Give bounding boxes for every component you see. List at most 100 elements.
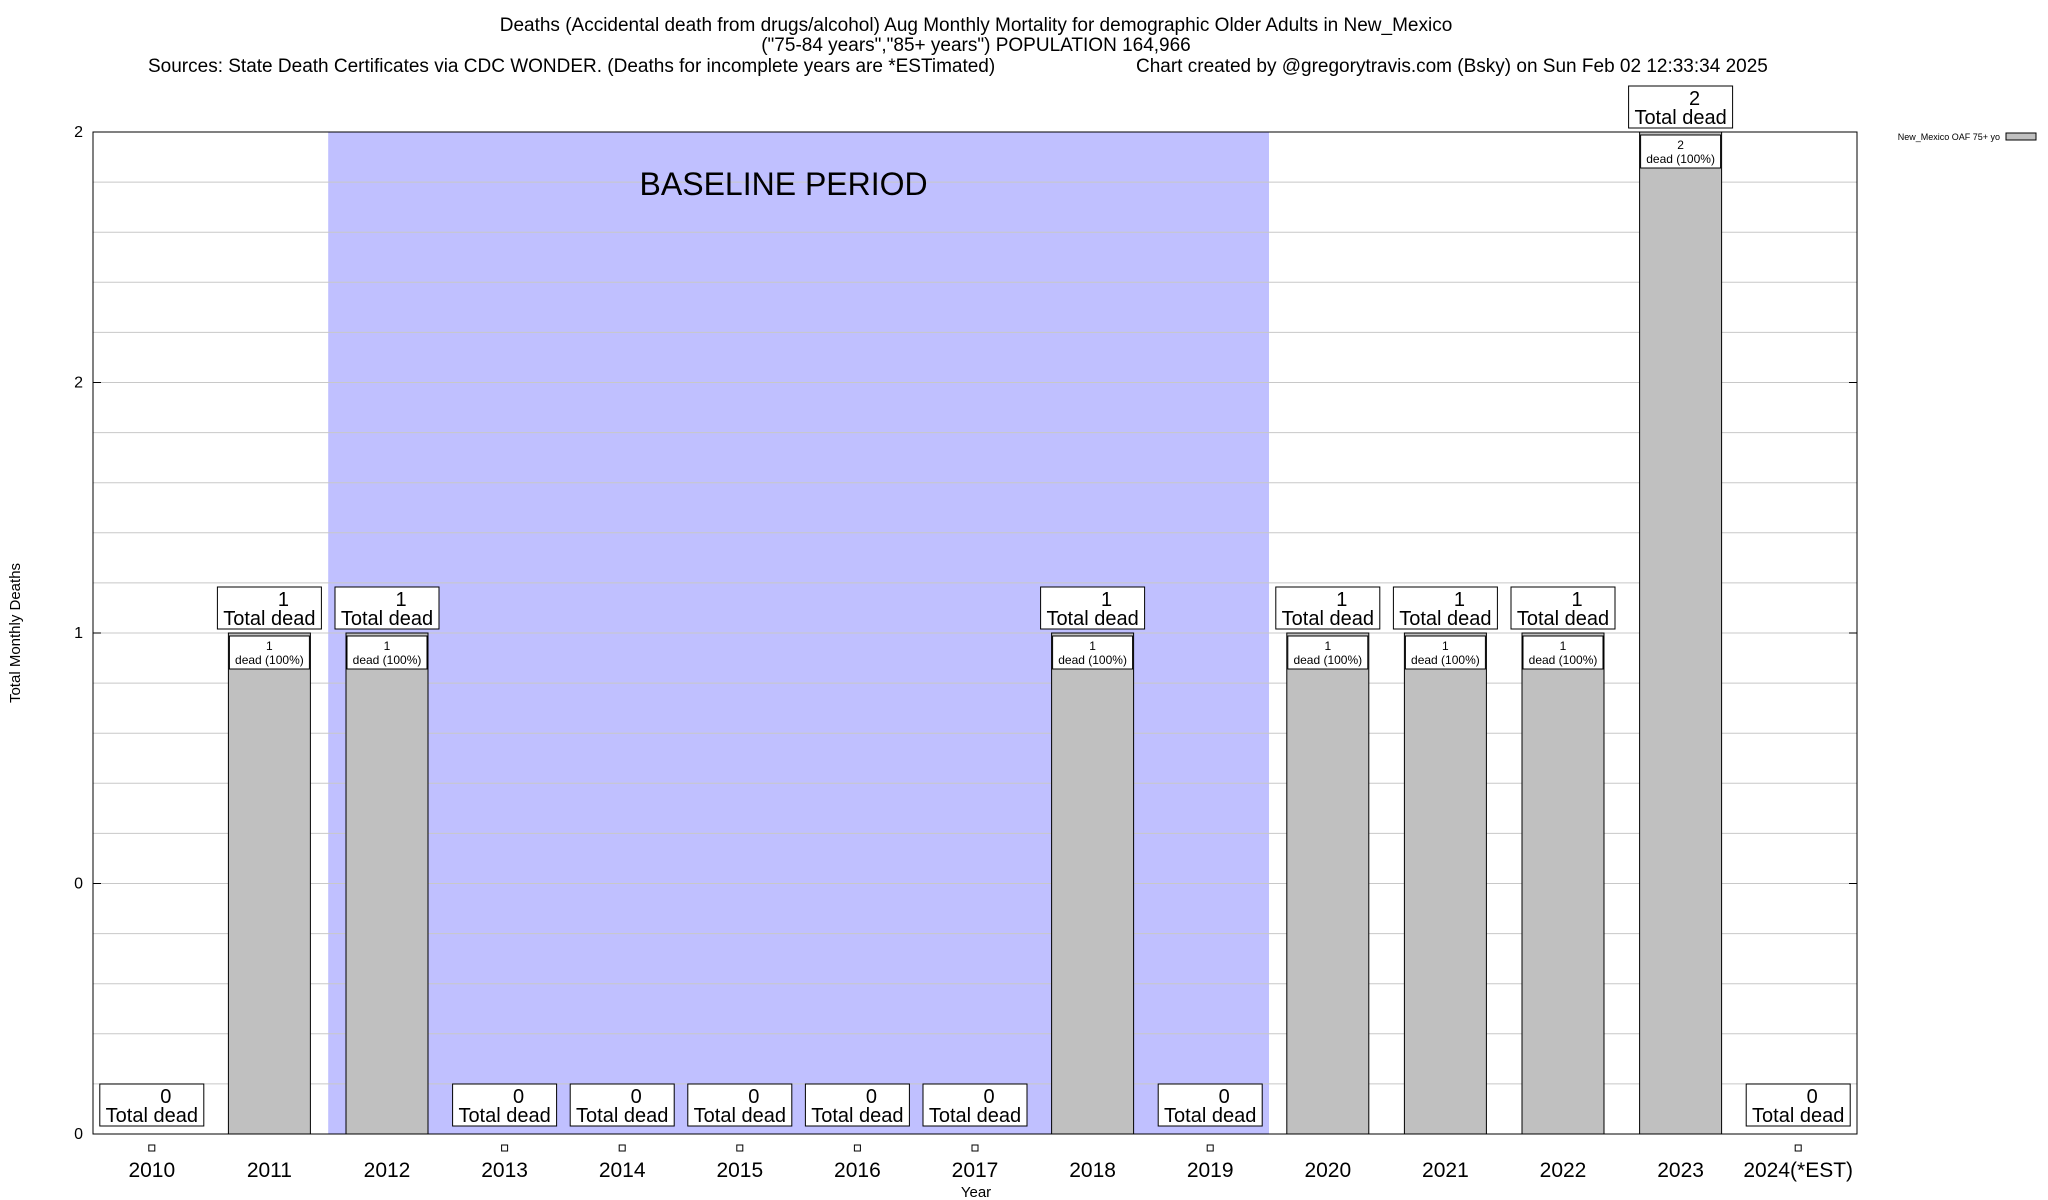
- total-value: 1: [1336, 589, 1347, 611]
- x-tick-label: 2011: [247, 1159, 292, 1182]
- x-tick-label: 2024(*EST): [1743, 1159, 1853, 1182]
- bar-inner-label: dead (100%): [1646, 152, 1715, 166]
- zero-marker: [736, 1144, 744, 1152]
- legend-swatch: [2005, 132, 2037, 141]
- total-value: 0: [748, 1086, 759, 1108]
- bar-inner-value: 1: [384, 639, 391, 653]
- bar-inner-label-box: [1522, 635, 1604, 670]
- total-label-box: [804, 1083, 910, 1127]
- bar-inner-label: dead (100%): [235, 653, 304, 667]
- y-tick-label: 0: [74, 876, 83, 893]
- bar-inner-value: 2: [1677, 138, 1684, 152]
- total-label: Total dead: [341, 608, 433, 630]
- total-label: Total dead: [811, 1105, 903, 1127]
- legend: New_Mexico OAF 75+ yo: [1898, 132, 2037, 142]
- bar: [1639, 131, 1723, 1135]
- bar: [1521, 632, 1605, 1135]
- total-label-box: [922, 1083, 1028, 1127]
- total-value: 1: [278, 589, 289, 611]
- total-value: 1: [1101, 589, 1112, 611]
- x-tick-label: 2016: [834, 1159, 881, 1182]
- chart-title: Deaths (Accidental death from drugs/alco…: [500, 15, 1453, 36]
- total-label: Total dead: [1517, 608, 1609, 630]
- y-tick-label: 1: [74, 625, 83, 642]
- y-tick-label: 2: [74, 124, 83, 141]
- y-tick-label: 2: [74, 375, 83, 392]
- bar-inner-value: 1: [1442, 639, 1449, 653]
- zero-marker: [853, 1144, 861, 1152]
- total-label: Total dead: [458, 1105, 550, 1127]
- x-tick-label: 2019: [1187, 1159, 1234, 1182]
- total-label-box: [1392, 586, 1498, 630]
- y-axis-title: Total Monthly Deaths: [7, 563, 24, 703]
- total-label: Total dead: [694, 1105, 786, 1127]
- bar-inner-value: 1: [1089, 639, 1096, 653]
- total-value: 1: [395, 589, 406, 611]
- total-label-box: [99, 1083, 205, 1127]
- total-label: Total dead: [223, 608, 315, 630]
- bar-inner-label-box: [1052, 635, 1134, 670]
- x-tick-label: 2014: [599, 1159, 646, 1182]
- total-value: 0: [1807, 1086, 1818, 1108]
- bar-inner-label: dead (100%): [1293, 653, 1362, 667]
- total-value: 0: [631, 1086, 642, 1108]
- total-label: Total dead: [1399, 608, 1491, 630]
- x-tick-label: 2021: [1422, 1159, 1469, 1182]
- total-label-box: [216, 586, 322, 630]
- zero-marker: [1206, 1144, 1214, 1152]
- chart-subtitle: ("75-84 years","85+ years") POPULATION 1…: [761, 35, 1191, 56]
- total-label-box: [687, 1083, 793, 1127]
- total-label: Total dead: [106, 1105, 198, 1127]
- total-label-box: [334, 586, 440, 630]
- x-tick-label: 2018: [1069, 1159, 1116, 1182]
- bar: [1403, 632, 1487, 1135]
- zero-marker: [971, 1144, 979, 1152]
- y-tick-label: 0: [74, 1126, 83, 1143]
- zero-marker: [1794, 1144, 1802, 1152]
- bar-inner-label-box: [1287, 635, 1369, 670]
- total-label-box: [569, 1083, 675, 1127]
- x-tick-label: 2020: [1304, 1159, 1351, 1182]
- chart-credit: Chart created by @gregorytravis.com (Bsk…: [1136, 56, 1768, 77]
- x-tick-label: 2010: [128, 1159, 175, 1182]
- total-label-box: [1275, 586, 1381, 630]
- total-label: Total dead: [1282, 608, 1374, 630]
- total-value: 0: [1219, 1086, 1230, 1108]
- total-value: 0: [866, 1086, 877, 1108]
- zero-marker: [501, 1144, 509, 1152]
- bar: [345, 632, 429, 1135]
- bar-inner-label-box: [1640, 134, 1722, 169]
- total-label-box: [1745, 1083, 1851, 1127]
- bar-inner-value: 1: [1560, 639, 1567, 653]
- bar-inner-label: dead (100%): [353, 653, 422, 667]
- x-tick-label: 2022: [1540, 1159, 1587, 1182]
- total-label-box: [452, 1083, 558, 1127]
- total-label-box: [1157, 1083, 1263, 1127]
- y-axis-ticks: 0 0 1 2 2: [74, 124, 1857, 1143]
- total-label: Total dead: [1634, 107, 1726, 129]
- bar: [1051, 632, 1135, 1135]
- bar-inner-label-box: [346, 635, 428, 670]
- x-axis-ticks: 2010 2011 2012 2013 2014 2015 2016 2017 2018 2019…: [128, 1144, 1853, 1182]
- total-value: 1: [1571, 589, 1582, 611]
- total-label: Total dead: [1164, 1105, 1256, 1127]
- chart-sources: Sources: State Death Certificates via CD…: [148, 56, 995, 77]
- legend-label: New_Mexico OAF 75+ yo: [1898, 132, 2000, 142]
- bar-inner-label-box: [228, 635, 310, 670]
- total-value: 0: [983, 1086, 994, 1108]
- baseline-label: BASELINE PERIOD: [640, 166, 928, 202]
- bar-inner-label-box: [1404, 635, 1486, 670]
- total-value: 0: [160, 1086, 171, 1108]
- x-tick-label: 2015: [716, 1159, 763, 1182]
- total-label: Total dead: [1046, 608, 1138, 630]
- bar: [227, 632, 311, 1135]
- x-tick-label: 2013: [481, 1159, 528, 1182]
- total-label: Total dead: [929, 1105, 1021, 1127]
- x-tick-label: 2017: [952, 1159, 999, 1182]
- bar-inner-label: dead (100%): [1411, 653, 1480, 667]
- total-value: 0: [513, 1086, 524, 1108]
- bar-inner-label: dead (100%): [1058, 653, 1127, 667]
- bar-inner-label: dead (100%): [1529, 653, 1598, 667]
